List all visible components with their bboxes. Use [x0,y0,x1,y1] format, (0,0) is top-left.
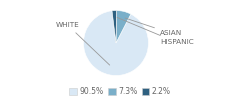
Legend: 90.5%, 7.3%, 2.2%: 90.5%, 7.3%, 2.2% [69,87,171,96]
Wedge shape [112,10,116,43]
Wedge shape [84,11,149,76]
Text: WHITE: WHITE [56,22,110,65]
Text: ASIAN: ASIAN [125,18,182,36]
Text: HISPANIC: HISPANIC [117,18,194,45]
Wedge shape [116,10,131,43]
